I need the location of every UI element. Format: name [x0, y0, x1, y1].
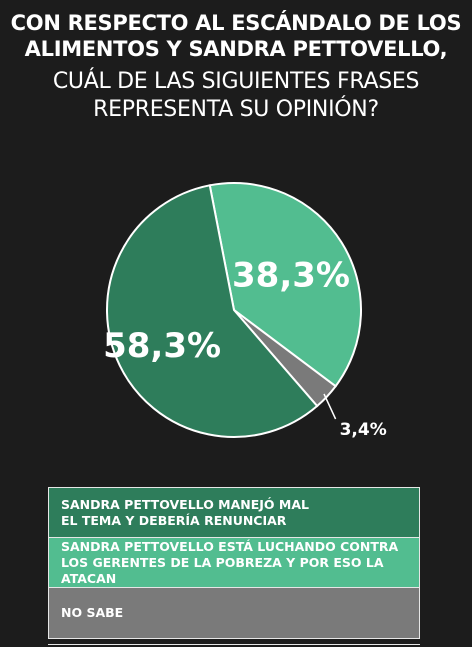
label-luchando: 38,3%: [232, 255, 350, 295]
legend-item-no-sabe: NO SABE: [49, 588, 419, 638]
slice-luchando: [208, 182, 362, 388]
legend-label: NO SABE: [61, 605, 124, 620]
title-line-2: ALIMENTOS Y SANDRA PETTOVELLO,: [24, 37, 448, 61]
leader-line-no-sabe: [323, 393, 337, 420]
title-line-4: REPRESENTA SU OPINIÓN?: [93, 97, 379, 122]
title-line-3: CUÁL DE LAS SIGUIENTES FRASES: [52, 69, 420, 94]
label-no-sabe: 3,4%: [340, 420, 387, 440]
legend-label: SANDRA PETTOVELLO ESTÁ LUCHANDO CONTRA L…: [61, 538, 399, 586]
legend-item-luchando: SANDRA PETTOVELLO ESTÁ LUCHANDO CONTRA L…: [49, 538, 419, 588]
legend-label: SANDRA PETTOVELLO MANEJÓ MAL EL TEMA Y D…: [61, 496, 309, 528]
legend: SANDRA PETTOVELLO MANEJÓ MAL EL TEMA Y D…: [48, 487, 420, 639]
slice-renunciar: [106, 184, 319, 438]
bottom-divider: [48, 644, 420, 645]
pie-chart: 38,3% 3,4% 58,3%: [103, 182, 387, 440]
title-line-1: CON RESPECTO AL ESCÁNDALO DE LOS: [10, 11, 462, 35]
chart-title: CON RESPECTO AL ESCÁNDALO DE LOS ALIMENT…: [0, 10, 472, 124]
legend-item-renunciar: SANDRA PETTOVELLO MANEJÓ MAL EL TEMA Y D…: [49, 488, 419, 538]
label-renunciar: 58,3%: [103, 326, 221, 366]
subtitle: CUÁL DE LAS SIGUIENTES FRASES REPRESENTA…: [0, 68, 472, 124]
title-bold: CON RESPECTO AL ESCÁNDALO DE LOS ALIMENT…: [0, 10, 472, 62]
